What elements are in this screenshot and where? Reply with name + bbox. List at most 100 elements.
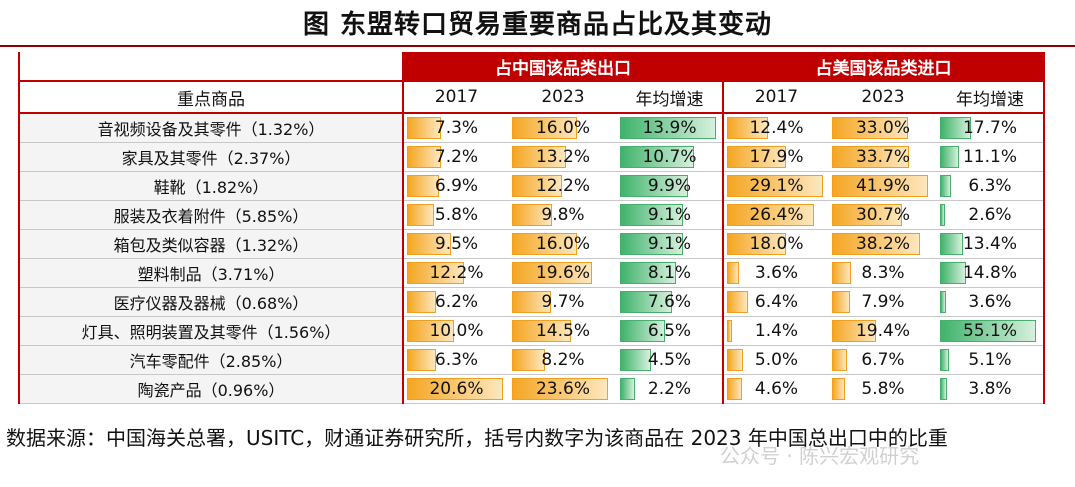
data-bar (727, 204, 815, 226)
cell-value: 5.1% (968, 350, 1012, 370)
cell-value: 14.8% (962, 263, 1017, 283)
value-cell: 29.1% (723, 171, 829, 201)
value-cell: 17.7% (937, 113, 1045, 143)
value-cell: 3.6% (723, 258, 829, 288)
value-cell: 9.1% (617, 200, 724, 230)
cell-value: 8.3% (861, 263, 905, 283)
cell-value: 41.9% (855, 176, 910, 196)
data-bar (940, 117, 971, 139)
value-cell: 19.4% (829, 316, 937, 346)
data-bar (407, 262, 464, 284)
column-header: 年均增速 (937, 80, 1045, 114)
cell-value: 6.9% (434, 176, 479, 196)
row-label: 汽车零配件（2.85%） (18, 345, 404, 375)
data-bar (407, 117, 442, 139)
cell-value: 18.0% (749, 234, 804, 254)
value-cell: 3.8% (937, 374, 1045, 404)
value-cell: 8.3% (829, 258, 937, 288)
data-bar (940, 175, 951, 197)
cell-value: 26.4% (749, 205, 804, 225)
column-header: 年均增速 (617, 80, 724, 114)
data-bar (727, 320, 732, 342)
cell-value: 5.8% (861, 379, 905, 399)
cell-value: 30.7% (855, 205, 910, 225)
value-cell: 11.1% (937, 142, 1045, 172)
cell-value: 6.3% (968, 176, 1012, 196)
cell-value: 33.7% (855, 147, 910, 167)
cell-value: 19.6% (535, 263, 590, 283)
cell-value: 17.7% (962, 118, 1017, 138)
row-label: 家具及其零件（2.37%） (18, 142, 404, 172)
data-bar (832, 117, 908, 139)
data-bar (832, 262, 852, 284)
cell-value: 4.5% (647, 350, 692, 370)
value-cell: 6.3% (403, 345, 509, 375)
column-header: 2023 (509, 80, 617, 114)
data-bar (832, 146, 910, 168)
watermark: 公众号 · 陈兴宏观研究 (720, 444, 920, 468)
cell-value: 3.6% (754, 263, 799, 283)
header-row: 重点商品 2017 2023 年均增速 2017 2023 年均增速 (18, 80, 1045, 114)
title-rule (0, 45, 1075, 47)
value-cell: 9.5% (403, 229, 509, 259)
cell-value: 2.6% (968, 205, 1012, 225)
cell-value: 4.6% (754, 379, 799, 399)
data-bar (407, 204, 435, 226)
value-cell: 8.1% (617, 258, 724, 288)
row-label: 鞋靴（1.82%） (18, 171, 404, 201)
value-cell: 13.2% (509, 142, 617, 172)
value-cell: 20.6% (403, 374, 509, 404)
data-bar (727, 378, 743, 400)
value-cell: 12.2% (509, 171, 617, 201)
data-bar (512, 146, 566, 168)
group-header: 占中国该品类出口 (403, 52, 724, 81)
data-bar (832, 175, 928, 197)
data-row: 灯具、照明装置及其零件（1.56%） 10.0% 14.5% 6.5% 1.4% 19.4… (18, 316, 1045, 346)
cell-value: 33.0% (855, 118, 910, 138)
value-cell: 6.9% (403, 171, 509, 201)
value-cell: 55.1% (937, 316, 1045, 346)
column-header: 2017 (403, 80, 509, 114)
value-cell: 6.4% (723, 287, 829, 317)
cell-value: 9.1% (647, 205, 692, 225)
cell-value: 1.4% (754, 321, 799, 341)
data-bar (940, 378, 947, 400)
data-bar (620, 204, 683, 226)
cell-value: 13.2% (535, 147, 590, 167)
value-cell: 17.9% (723, 142, 829, 172)
cell-value: 7.3% (434, 118, 479, 138)
value-cell: 9.9% (617, 171, 724, 201)
value-cell: 16.0% (509, 229, 617, 259)
value-cell: 12.2% (403, 258, 509, 288)
value-cell: 10.7% (617, 142, 724, 172)
value-cell: 18.0% (723, 229, 829, 259)
cell-value: 8.1% (647, 263, 692, 283)
data-bar (620, 262, 676, 284)
row-label: 陶瓷产品（0.96%） (18, 374, 404, 404)
value-cell: 26.4% (723, 200, 829, 230)
cell-value: 6.4% (754, 292, 799, 312)
data-bar (727, 146, 787, 168)
value-cell: 7.3% (403, 113, 509, 143)
data-bar (407, 320, 454, 342)
data-row: 鞋靴（1.82%） 6.9% 12.2% 9.9% 29.1% 41.9% 6.3% (18, 171, 1045, 201)
column-header: 2017 (723, 80, 829, 114)
data-bar (940, 320, 1036, 342)
data-bar (727, 291, 749, 313)
cell-value: 5.8% (434, 205, 479, 225)
data-bar (620, 233, 683, 255)
data-bar (727, 349, 744, 371)
value-cell: 41.9% (829, 171, 937, 201)
row-label: 灯具、照明装置及其零件（1.56%） (18, 316, 404, 346)
cell-value: 9.5% (434, 234, 479, 254)
row-label: 服装及衣着附件（5.85%） (18, 200, 404, 230)
cell-value: 7.9% (861, 292, 905, 312)
data-bar (512, 320, 571, 342)
value-cell: 5.8% (403, 200, 509, 230)
value-cell: 6.5% (617, 316, 724, 346)
blank-cell (18, 52, 404, 81)
data-bar (620, 146, 694, 168)
data-bar (512, 262, 592, 284)
value-cell: 33.7% (829, 142, 937, 172)
